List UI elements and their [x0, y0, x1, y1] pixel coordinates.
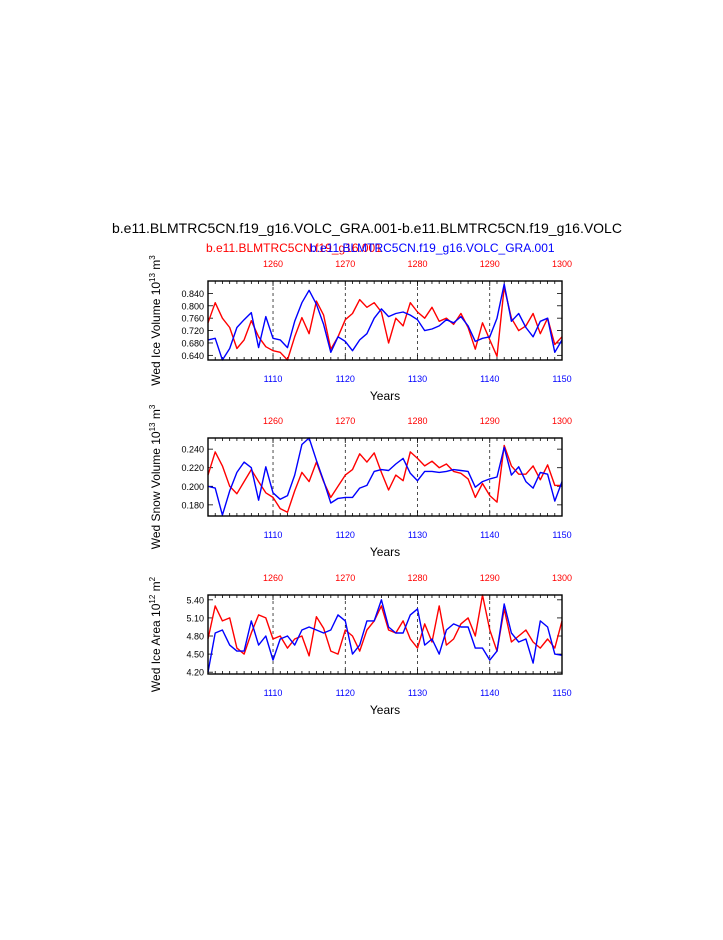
x-tick-label-bottom: 1130	[408, 530, 427, 540]
x-tick-label-top: 1270	[335, 259, 355, 269]
x-tick-label-bottom: 1150	[552, 374, 571, 384]
x-tick-label-bottom: 1130	[408, 374, 427, 384]
y-axis-label-part: 2	[148, 576, 157, 581]
x-tick-label-top: 1270	[335, 416, 355, 426]
x-axis-label: Years	[370, 703, 400, 717]
y-axis-label-part: 3	[148, 404, 157, 409]
x-tick-label-bottom: 1120	[336, 374, 355, 384]
y-tick-label: 5.10	[186, 613, 204, 623]
series-line-red	[207, 444, 562, 513]
x-tick-label-top: 1280	[407, 416, 427, 426]
y-tick-label: 0.760	[181, 314, 204, 324]
y-axis-label-part: Wed Snow Volume 10	[149, 431, 163, 549]
y-axis-label-part: Wed Ice Area 10	[149, 603, 163, 692]
plot-frame	[207, 437, 563, 517]
x-axis-label: Years	[370, 545, 400, 559]
x-tick-label-top: 1290	[480, 259, 500, 269]
x-tick-label-top: 1280	[407, 259, 427, 269]
x-tick-label-top: 1260	[263, 573, 283, 583]
x-tick-label-top: 1290	[480, 573, 500, 583]
y-tick-label: 0.240	[181, 445, 204, 455]
x-tick-label-bottom: 1120	[336, 530, 355, 540]
x-tick-label-bottom: 1120	[336, 688, 355, 698]
y-tick-label: 4.50	[186, 650, 204, 660]
y-axis-label-part: m	[149, 409, 163, 422]
y-tick-label: 0.180	[181, 500, 204, 510]
x-tick-label-bottom: 1130	[408, 688, 427, 698]
y-axis-label-part: 12	[148, 594, 157, 603]
y-axis-label-part: m	[149, 581, 163, 594]
series-line-blue	[207, 283, 563, 361]
y-tick-label: 0.680	[181, 338, 204, 348]
x-tick-label-top: 1300	[552, 259, 572, 269]
plot-frame	[207, 594, 563, 675]
x-tick-label-bottom: 1150	[552, 530, 571, 540]
y-tick-label: 0.720	[181, 326, 204, 336]
main-title: b.e11.BLMTRC5CN.f19_g16.VOLC_GRA.001-b.e…	[112, 220, 622, 236]
y-axis-label-part: 13	[148, 422, 157, 431]
y-axis-label: Wed Ice Area 1012 m2	[148, 576, 163, 692]
x-tick-label-top: 1260	[263, 416, 283, 426]
x-tick-label-bottom: 1110	[264, 374, 283, 384]
x-tick-label-top: 1300	[552, 573, 572, 583]
plot-frame	[207, 280, 563, 361]
y-tick-label: 0.840	[181, 289, 204, 299]
chart-panel-1: 0.640 0.680 0.720 0.760 0.800 0.840 1110 1120 11…	[148, 255, 572, 403]
x-tick-label-bottom: 1110	[264, 530, 283, 540]
chart-panel-3: 4.20 4.50 4.80 5.10 5.40 1110 1120 1130 1140 1150…	[148, 573, 572, 717]
chart-panel-2: 0.180 0.200 0.220 0.240 1110 1120 1130 1140 1150…	[148, 404, 572, 559]
y-tick-label: 4.20	[186, 668, 204, 678]
y-axis-label-part: 13	[148, 272, 157, 281]
y-tick-label: 0.220	[181, 463, 204, 473]
y-tick-label: 5.40	[186, 595, 204, 605]
series-line-blue	[207, 437, 563, 516]
x-tick-label-top: 1290	[480, 416, 500, 426]
x-tick-label-bottom: 1150	[552, 688, 571, 698]
x-tick-label-top: 1270	[335, 573, 355, 583]
x-tick-label-bottom: 1140	[480, 374, 499, 384]
x-tick-label-bottom: 1110	[264, 688, 283, 698]
x-tick-label-top: 1260	[263, 259, 283, 269]
x-tick-label-bottom: 1140	[480, 530, 499, 540]
y-tick-label: 0.640	[181, 351, 204, 361]
x-tick-label-top: 1280	[407, 573, 427, 583]
series-line-red	[207, 286, 563, 361]
subtitle-blue: b.e11.BLMTRC5CN.f19_g16.VOLC_GRA.001	[310, 241, 555, 255]
series-line-blue	[207, 599, 563, 673]
y-axis-label-part: Wed Ice Volume 10	[149, 282, 163, 386]
y-axis-label: Wed Snow Volume 1013 m3	[148, 404, 163, 549]
x-tick-label-bottom: 1140	[480, 688, 499, 698]
subtitle-red: b.e11.BLMTRC5CN.f19_g16.001	[206, 241, 382, 255]
y-axis-label-part: m	[149, 260, 163, 273]
y-tick-label: 4.80	[186, 632, 204, 642]
x-tick-label-top: 1300	[552, 416, 572, 426]
y-tick-label: 0.800	[181, 301, 204, 311]
x-axis-label: Years	[370, 389, 400, 403]
y-axis-label-part: 3	[148, 255, 157, 260]
y-axis-label: Wed Ice Volume 1013 m3	[148, 255, 163, 386]
y-tick-label: 0.200	[181, 482, 204, 492]
